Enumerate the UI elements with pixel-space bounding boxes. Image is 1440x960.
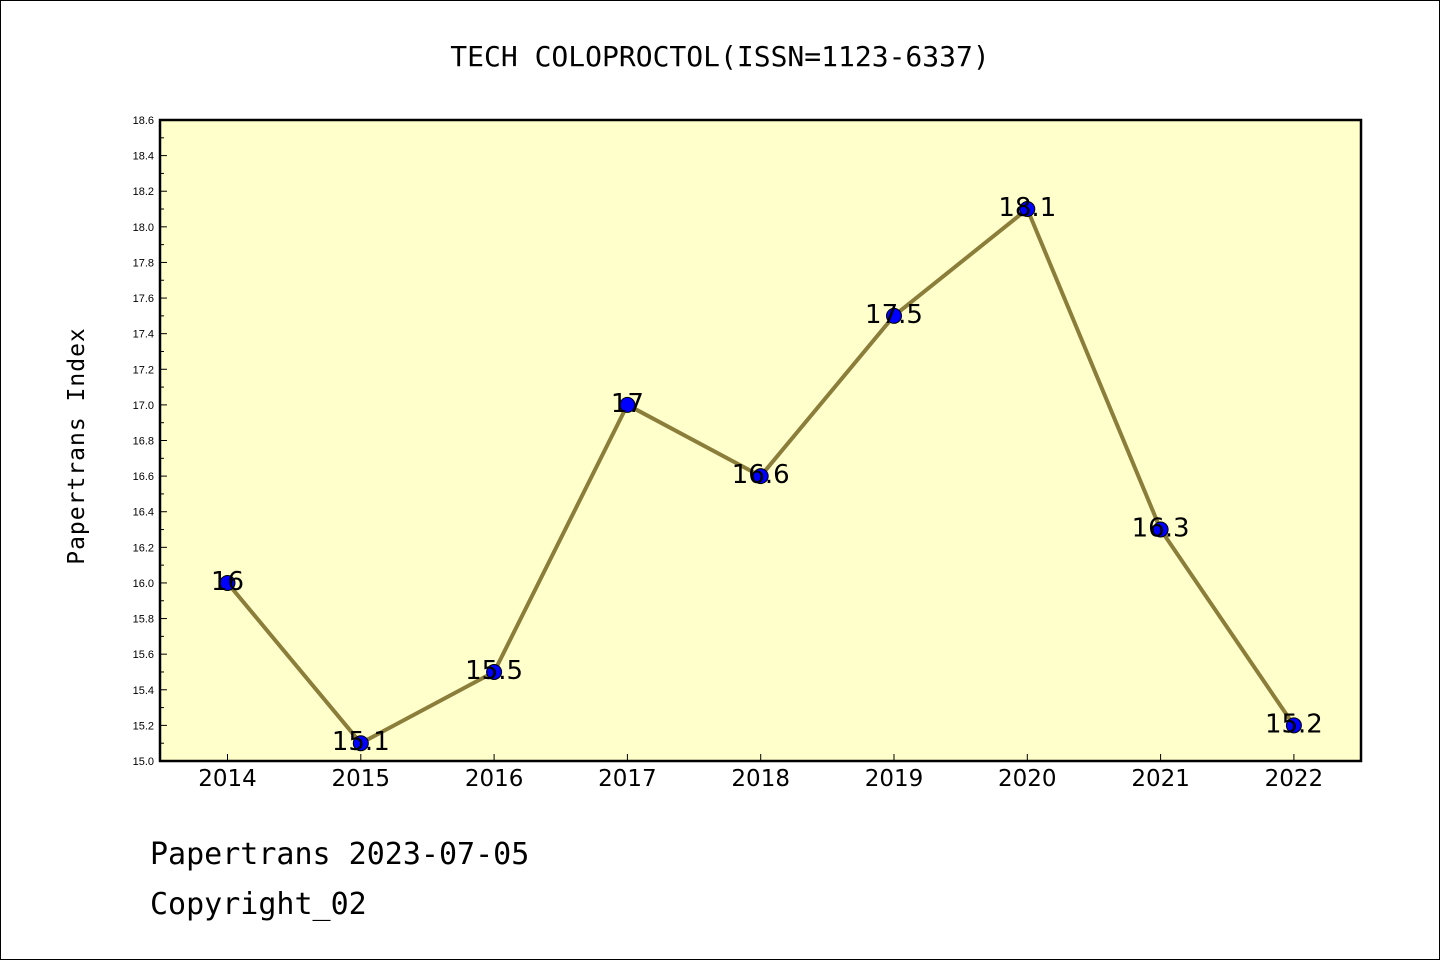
data-point (1152, 521, 1169, 538)
data-point (1285, 717, 1302, 734)
y-axis-label: Papertrans Index (64, 327, 90, 565)
y-tick-label: 16.6 (133, 471, 154, 483)
y-tick-label: 17.8 (133, 257, 154, 269)
data-point (752, 468, 769, 485)
footer-copyright: Copyright_02 (150, 887, 367, 922)
y-tick-label: 16.4 (133, 507, 154, 519)
data-label: 16 (211, 567, 244, 597)
x-tick-label: 2015 (332, 766, 391, 792)
chart-title: TECH COLOPROCTOL(ISSN=1123-6337) (450, 40, 989, 73)
data-label: 15.1 (332, 727, 390, 757)
data-point (352, 735, 369, 752)
y-tick-label: 18.4 (133, 151, 154, 163)
data-label: 16.3 (1132, 514, 1190, 544)
data-labels: 16 15.1 15.5 17 16.6 17.5 18.1 16.3 15.2 (211, 193, 1323, 757)
data-label: 17.5 (865, 300, 923, 330)
data-label: 16.6 (732, 460, 790, 490)
y-tick-label: 15.0 (133, 756, 154, 768)
y-tick-label: 17.4 (133, 329, 154, 341)
data-points (219, 201, 1302, 752)
y-tick-label: 16.0 (133, 578, 154, 590)
y-tick-label: 17.6 (133, 293, 154, 305)
data-point (619, 396, 636, 413)
x-tick-label: 2020 (998, 766, 1057, 792)
data-label: 17 (611, 389, 644, 419)
x-tick-label: 2019 (865, 766, 924, 792)
y-tick-label: 18.2 (133, 186, 154, 198)
y-tick-label: 15.8 (133, 614, 154, 626)
y-tick-label: 18.6 (133, 115, 154, 127)
plot-area (158, 118, 1363, 763)
data-point (219, 574, 236, 591)
x-tick-label: 2022 (1265, 766, 1324, 792)
x-tick-label: 2014 (198, 766, 257, 792)
data-point (886, 307, 902, 324)
data-label: 15.2 (1265, 709, 1323, 739)
x-axis-ticks: 2014 2015 2016 2017 2018 2019 2020 2021 2022 (198, 754, 1323, 792)
footer-date: Papertrans 2023-07-05 (150, 837, 529, 872)
y-tick-label: 17.2 (133, 364, 154, 376)
y-tick-label: 17.0 (133, 400, 154, 412)
y-tick-label: 15.6 (133, 649, 154, 661)
data-label: 15.5 (465, 656, 523, 686)
y-tick-label: 16.2 (133, 542, 154, 554)
x-tick-label: 2017 (598, 766, 657, 792)
y-tick-label: 18.0 (133, 222, 154, 234)
y-tick-label: 15.2 (133, 720, 154, 732)
data-label: 18.1 (998, 193, 1056, 223)
data-point (486, 663, 503, 680)
y-tick-label: 16.8 (133, 436, 154, 448)
x-tick-label: 2018 (731, 766, 790, 792)
y-tick-label: 15.4 (133, 685, 154, 697)
x-tick-label: 2016 (465, 766, 524, 792)
x-tick-label: 2021 (1131, 766, 1190, 792)
y-axis-ticks: 15.0 15.2 15.4 15.6 15.8 16.0 16.2 16.4 16.6 16.8… (133, 115, 167, 768)
data-point (1019, 201, 1036, 218)
